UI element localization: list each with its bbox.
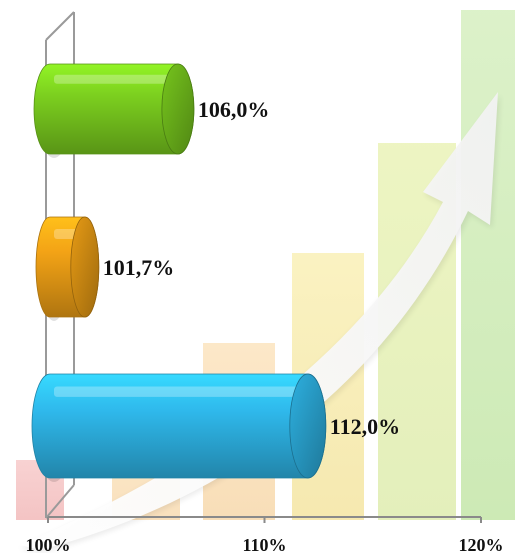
bar-end-cap (161, 63, 195, 155)
x-tick-label: 120% (459, 535, 504, 553)
data-label: 112,0% (330, 414, 400, 439)
data-label: 106,0% (198, 97, 270, 122)
bar-end-cap (70, 216, 100, 318)
data-label: 101,7% (103, 255, 174, 280)
bar-0 (33, 63, 195, 158)
bar-1 (35, 216, 100, 321)
bar-end-cap (289, 373, 327, 479)
x-axis: 100% 110% 120% (26, 516, 504, 553)
bar-2 (31, 373, 327, 482)
data-labels-group: 106,0% 101,7% 112,0% (103, 97, 400, 439)
bars-group (31, 63, 327, 482)
x-tick-label: 110% (242, 535, 286, 553)
x-tick-label: 100% (26, 535, 71, 553)
